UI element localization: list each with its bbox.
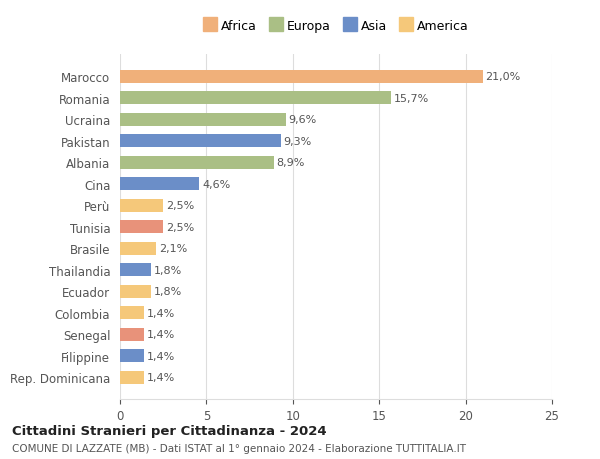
Text: 2,5%: 2,5%: [166, 222, 194, 232]
Text: 4,6%: 4,6%: [202, 179, 230, 189]
Bar: [120, 178, 199, 191]
Bar: [120, 371, 144, 384]
Bar: [120, 135, 281, 148]
Text: 1,8%: 1,8%: [154, 286, 182, 297]
Text: 9,3%: 9,3%: [283, 136, 311, 146]
Text: 1,4%: 1,4%: [147, 330, 175, 339]
Text: 2,5%: 2,5%: [166, 201, 194, 211]
Bar: [120, 242, 156, 255]
Text: 2,1%: 2,1%: [159, 244, 187, 254]
Bar: [120, 71, 483, 84]
Bar: [120, 349, 144, 362]
Bar: [120, 113, 286, 127]
Bar: [120, 199, 163, 212]
Bar: [120, 92, 391, 105]
Text: 1,4%: 1,4%: [147, 351, 175, 361]
Bar: [120, 328, 144, 341]
Bar: [120, 221, 163, 234]
Text: 1,8%: 1,8%: [154, 265, 182, 275]
Text: 1,4%: 1,4%: [147, 308, 175, 318]
Text: COMUNE DI LAZZATE (MB) - Dati ISTAT al 1° gennaio 2024 - Elaborazione TUTTITALIA: COMUNE DI LAZZATE (MB) - Dati ISTAT al 1…: [12, 443, 466, 453]
Text: 21,0%: 21,0%: [485, 72, 521, 82]
Text: 15,7%: 15,7%: [394, 94, 429, 104]
Text: 9,6%: 9,6%: [289, 115, 317, 125]
Bar: [120, 285, 151, 298]
Bar: [120, 307, 144, 319]
Legend: Africa, Europa, Asia, America: Africa, Europa, Asia, America: [200, 17, 472, 37]
Text: Cittadini Stranieri per Cittadinanza - 2024: Cittadini Stranieri per Cittadinanza - 2…: [12, 424, 326, 437]
Text: 1,4%: 1,4%: [147, 372, 175, 382]
Bar: [120, 157, 274, 169]
Bar: [120, 263, 151, 276]
Text: 8,9%: 8,9%: [277, 158, 305, 168]
